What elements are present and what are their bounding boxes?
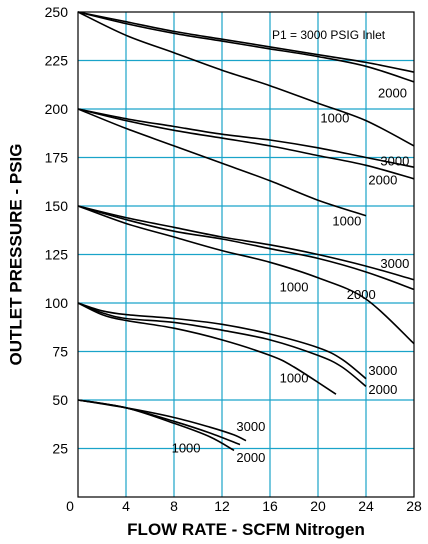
x-tick-label: 8 (170, 498, 178, 514)
curve-3000-6 (77, 205, 415, 281)
x-tick-label: 16 (262, 498, 278, 514)
y-tick-label: 100 (45, 295, 69, 311)
curve-label-3000: 3000 (236, 419, 265, 434)
plot-frame (77, 11, 415, 498)
curve-label-3000: 3000 (368, 363, 397, 378)
x-tick-label: 4 (122, 498, 130, 514)
curve-3000-0 (77, 11, 415, 73)
x-tick-label: 12 (214, 498, 230, 514)
x-tick-label: 20 (310, 498, 326, 514)
curve-1000-2 (77, 11, 415, 147)
curve-label-3000: 3000 (380, 153, 409, 168)
x-tick-label: 0 (66, 498, 74, 514)
curve-3000-9 (77, 302, 367, 380)
curve-labels: 2000 1000 3000 2000 1000 3000 2000 1000 3000 2000… (172, 85, 410, 465)
curve-1000-5 (77, 108, 367, 217)
curve-3000-3 (77, 108, 415, 168)
x-axis-title: FLOW RATE - SCFM Nitrogen (127, 520, 365, 539)
curve-1000-8 (77, 205, 415, 345)
curves (77, 11, 415, 452)
curve-label-2000: 2000 (368, 382, 397, 397)
x-tick-labels: 0 4 8 12 16 20 24 28 (66, 498, 422, 514)
curve-label-1000: 1000 (280, 279, 309, 294)
curve-1000-14 (77, 399, 235, 452)
inlet-annotation: P1 = 3000 PSIG Inlet (272, 28, 386, 42)
curve-label-1000: 1000 (320, 111, 349, 126)
curve-label-2000: 2000 (236, 450, 265, 465)
y-tick-label: 250 (45, 4, 69, 20)
curve-label-2000: 2000 (378, 85, 407, 100)
x-tick-label: 24 (358, 498, 374, 514)
curve-2000-1 (77, 11, 415, 83)
curve-label-1000: 1000 (280, 371, 309, 386)
y-tick-label: 225 (45, 53, 69, 69)
y-tick-label: 125 (45, 247, 69, 263)
y-tick-label: 150 (45, 198, 69, 214)
curve-label-2000: 2000 (368, 173, 397, 188)
y-tick-label: 25 (52, 441, 68, 457)
curve-label-3000: 3000 (380, 256, 409, 271)
curve-3000-12 (77, 399, 247, 442)
y-tick-labels: 25 50 75 100 125 150 175 200 225 250 (45, 4, 69, 457)
curve-2000-7 (77, 205, 415, 291)
y-tick-label: 200 (45, 101, 69, 117)
curve-label-2000: 2000 (347, 287, 376, 302)
y-axis-title: OUTLET PRESSURE - PSIG (6, 144, 25, 366)
curve-1000-11 (77, 302, 337, 395)
curve-label-1000: 1000 (172, 440, 201, 455)
y-tick-label: 175 (45, 150, 69, 166)
y-tick-label: 50 (52, 392, 68, 408)
curve-2000-10 (77, 302, 367, 388)
curve-2000-4 (77, 108, 415, 180)
x-tick-label: 28 (406, 498, 422, 514)
y-tick-label: 75 (52, 344, 68, 360)
curve-label-1000: 1000 (332, 213, 361, 228)
curve-2000-13 (77, 399, 241, 446)
